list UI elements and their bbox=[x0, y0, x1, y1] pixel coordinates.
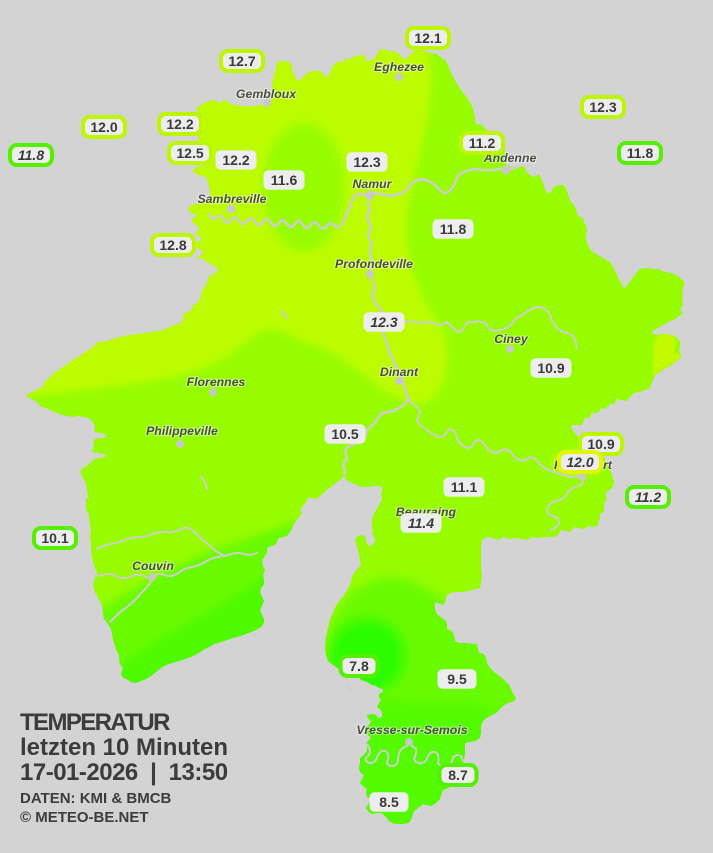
svg-text:10.9: 10.9 bbox=[587, 436, 614, 452]
svg-text:8.7: 8.7 bbox=[448, 767, 468, 783]
svg-text:Eghezee: Eghezee bbox=[374, 60, 424, 74]
svg-text:12.3: 12.3 bbox=[370, 314, 397, 330]
svg-text:11.8: 11.8 bbox=[440, 221, 467, 237]
svg-text:11.4: 11.4 bbox=[408, 515, 434, 531]
svg-text:Sambreville: Sambreville bbox=[197, 192, 266, 206]
svg-text:11.8: 11.8 bbox=[627, 145, 654, 161]
svg-text:11.1: 11.1 bbox=[451, 479, 478, 495]
svg-text:Dinant: Dinant bbox=[380, 365, 419, 379]
svg-text:11.2: 11.2 bbox=[635, 489, 661, 505]
svg-text:7.8: 7.8 bbox=[349, 658, 369, 674]
svg-text:12.2: 12.2 bbox=[166, 116, 193, 132]
svg-text:12.1: 12.1 bbox=[414, 30, 441, 46]
svg-text:12.8: 12.8 bbox=[159, 237, 186, 253]
svg-text:Florennes: Florennes bbox=[187, 375, 246, 389]
svg-text:Philippeville: Philippeville bbox=[146, 424, 218, 438]
svg-text:12.3: 12.3 bbox=[589, 99, 616, 115]
svg-text:10.1: 10.1 bbox=[41, 530, 68, 546]
svg-text:12.5: 12.5 bbox=[176, 145, 203, 161]
svg-text:Vresse-sur-Semois: Vresse-sur-Semois bbox=[356, 723, 467, 737]
svg-text:10.5: 10.5 bbox=[331, 426, 358, 442]
svg-text:10.9: 10.9 bbox=[537, 360, 564, 376]
svg-text:8.5: 8.5 bbox=[379, 794, 399, 810]
svg-text:Gembloux: Gembloux bbox=[236, 87, 297, 101]
svg-text:Namur: Namur bbox=[353, 177, 393, 191]
svg-text:9.5: 9.5 bbox=[447, 671, 467, 687]
svg-text:12.0: 12.0 bbox=[90, 119, 117, 135]
svg-text:11.6: 11.6 bbox=[271, 172, 298, 188]
svg-text:12.3: 12.3 bbox=[353, 154, 380, 170]
svg-text:Ciney: Ciney bbox=[494, 332, 529, 346]
svg-text:12.0: 12.0 bbox=[566, 454, 593, 470]
svg-text:Profondeville: Profondeville bbox=[335, 257, 413, 271]
svg-text:Couvin: Couvin bbox=[132, 559, 174, 573]
svg-text:11.8: 11.8 bbox=[18, 147, 44, 163]
svg-text:12.7: 12.7 bbox=[228, 53, 255, 69]
svg-text:12.2: 12.2 bbox=[222, 152, 249, 168]
svg-text:11.2: 11.2 bbox=[469, 135, 496, 151]
